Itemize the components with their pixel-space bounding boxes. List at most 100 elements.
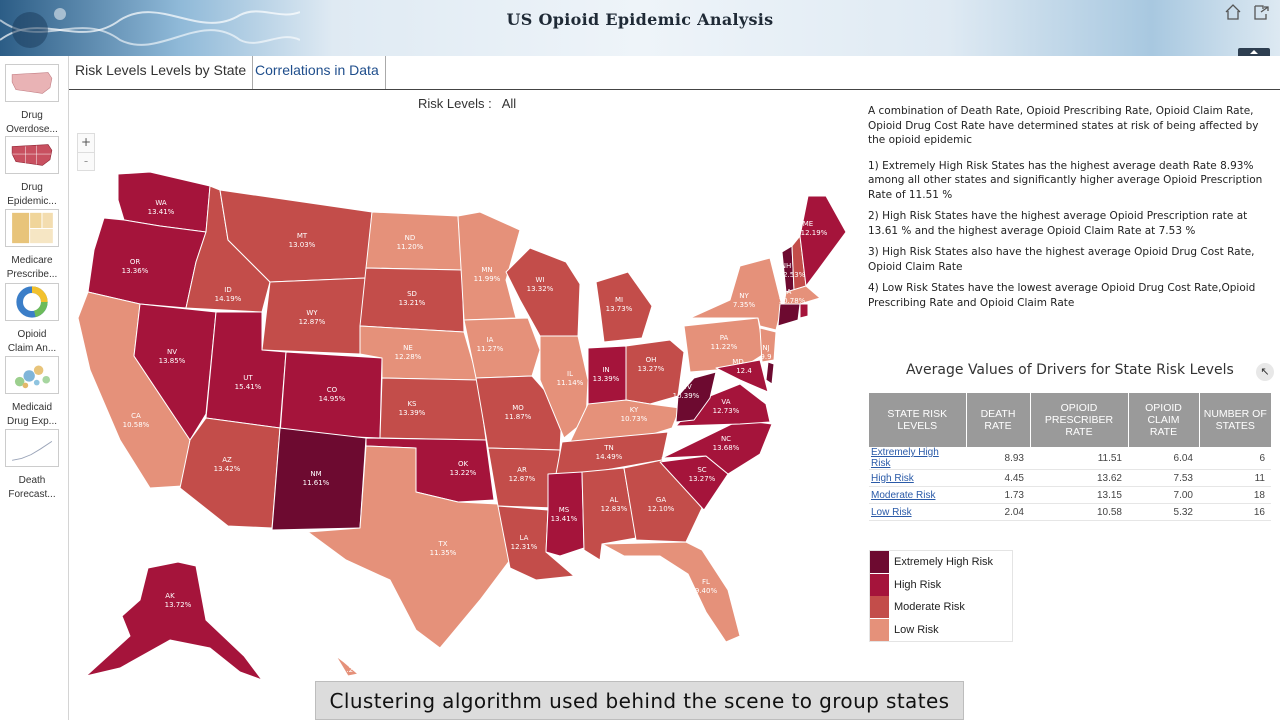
sidebar-item-opioid-claim[interactable]: Opioid Claim An... bbox=[4, 283, 60, 356]
insight-3: 3) High Risk States also have the highes… bbox=[868, 246, 1255, 273]
state-TX[interactable] bbox=[307, 445, 511, 649]
state-MI[interactable] bbox=[595, 271, 653, 343]
state-FL[interactable] bbox=[601, 541, 741, 643]
risk-filter-label: Risk Levels : bbox=[418, 96, 492, 111]
state-WV[interactable] bbox=[675, 371, 717, 423]
col-opioid-prescriber-rate[interactable]: OPIOID PRESCRIBER RATE bbox=[1030, 393, 1129, 447]
expand-icon[interactable]: ↖ bbox=[1256, 363, 1274, 381]
legend-item[interactable]: Low Risk bbox=[870, 618, 1012, 642]
cell-death-rate: 8.93 bbox=[966, 447, 1030, 470]
legend-label: Extremely High Risk bbox=[894, 556, 994, 569]
state-AZ[interactable] bbox=[179, 417, 281, 529]
risk-level-link[interactable]: High Risk bbox=[869, 469, 966, 487]
legend-swatch bbox=[870, 618, 889, 641]
state-ME[interactable] bbox=[799, 195, 847, 287]
home-icon[interactable] bbox=[1224, 3, 1242, 21]
risk-level-filter[interactable]: Risk Levels : All bbox=[418, 96, 516, 111]
risk-level-link[interactable]: Low Risk bbox=[869, 503, 966, 521]
collapse-header-button[interactable] bbox=[1238, 48, 1270, 56]
state-MS[interactable] bbox=[545, 471, 585, 557]
legend-item[interactable]: High Risk bbox=[870, 573, 1012, 597]
col-number-of-states[interactable]: NUMBER OF STATES bbox=[1199, 393, 1271, 447]
state-MA[interactable] bbox=[783, 285, 821, 305]
svg-text:.24: .24 bbox=[346, 666, 358, 674]
dna-banner-graphic bbox=[0, 8, 300, 48]
state-NY[interactable] bbox=[689, 257, 783, 331]
cell-death-rate: 2.04 bbox=[966, 503, 1030, 521]
risk-level-link[interactable]: Extremely High Risk bbox=[869, 447, 966, 470]
sidebar-item-drug-epidemic[interactable]: Drug Epidemic... bbox=[4, 136, 60, 209]
col-state-risk-levels[interactable]: STATE RISK LEVELS bbox=[869, 393, 967, 447]
cell-death-rate: 1.73 bbox=[966, 486, 1030, 504]
tab-risk-levels[interactable]: Risk Levels Levels by State bbox=[69, 56, 254, 89]
cell-number-of-states: 11 bbox=[1199, 469, 1271, 487]
sidebar-item-medicare-prescriber[interactable]: Medicare Prescribe... bbox=[4, 209, 60, 282]
sidebar-item-medicaid-drug[interactable]: Medicaid Drug Exp... bbox=[4, 356, 60, 429]
state-NV[interactable] bbox=[133, 303, 217, 441]
state-MD[interactable] bbox=[715, 359, 769, 393]
intro-paragraph: A combination of Death Rate, Opioid Pres… bbox=[868, 105, 1259, 146]
table-row: High Risk 4.45 13.62 7.53 11 bbox=[869, 469, 1271, 487]
tab-correlations[interactable]: Correlations in Data bbox=[249, 56, 386, 89]
state-TN[interactable] bbox=[555, 431, 669, 475]
state-HI[interactable] bbox=[313, 639, 359, 677]
legend-swatch bbox=[870, 573, 889, 596]
cell-claim-rate: 5.32 bbox=[1128, 503, 1199, 521]
us-risk-map: WA 13.41% OR 13.36% CA 10.58% ID 14.19% NV 13… bbox=[77, 171, 847, 680]
cell-prescriber-rate: 13.15 bbox=[1030, 486, 1128, 504]
state-WI[interactable] bbox=[505, 247, 581, 337]
sidebar: Drug Overdose... Drug Epidemic... Medica… bbox=[0, 56, 69, 720]
table-row: Moderate Risk 1.73 13.15 7.00 18 bbox=[869, 486, 1271, 504]
table-row: Low Risk 2.04 10.58 5.32 16 bbox=[869, 503, 1271, 521]
zoom-out-button[interactable]: - bbox=[78, 152, 94, 170]
legend-label: Moderate Risk bbox=[894, 601, 965, 614]
share-icon[interactable] bbox=[1252, 3, 1270, 21]
legend-item[interactable]: Extremely High Risk bbox=[870, 551, 1012, 574]
state-CT[interactable] bbox=[777, 303, 801, 327]
state-NE-DE[interactable] bbox=[765, 361, 775, 385]
state-KS[interactable] bbox=[379, 377, 487, 441]
state-OR[interactable] bbox=[87, 217, 207, 309]
col-opioid-claim-rate[interactable]: OPIOID CLAIM RATE bbox=[1128, 393, 1200, 447]
state-NJ[interactable] bbox=[759, 327, 777, 363]
legend-item[interactable]: Moderate Risk bbox=[870, 596, 1012, 619]
cell-claim-rate: 7.53 bbox=[1128, 469, 1199, 487]
state-GA[interactable] bbox=[623, 459, 703, 543]
cell-death-rate: 4.45 bbox=[966, 469, 1030, 487]
drivers-table: STATE RISK LEVELS DEATH RATE OPIOID PRES… bbox=[869, 393, 1271, 521]
col-death-rate[interactable]: DEATH RATE bbox=[966, 393, 1031, 447]
us-map-thumbnail-icon bbox=[5, 64, 59, 102]
donut-thumbnail-icon bbox=[5, 283, 59, 321]
sidebar-item-death-forecast[interactable]: Death Forecast... bbox=[4, 429, 60, 502]
zoom-in-button[interactable]: + bbox=[80, 135, 92, 149]
state-RI[interactable] bbox=[799, 303, 809, 319]
risk-level-link[interactable]: Moderate Risk bbox=[869, 486, 966, 504]
risk-legend: Extremely High Risk High Risk Moderate R… bbox=[869, 550, 1013, 642]
risk-filter-value[interactable]: All bbox=[501, 96, 517, 111]
state-AK[interactable] bbox=[85, 561, 263, 680]
table-header-row: STATE RISK LEVELS DEATH RATE OPIOID PRES… bbox=[869, 393, 1271, 447]
sidebar-item-drug-overdose[interactable]: Drug Overdose... bbox=[4, 64, 60, 137]
us-map-thumbnail-icon bbox=[5, 136, 59, 174]
state-IA[interactable] bbox=[463, 317, 541, 379]
